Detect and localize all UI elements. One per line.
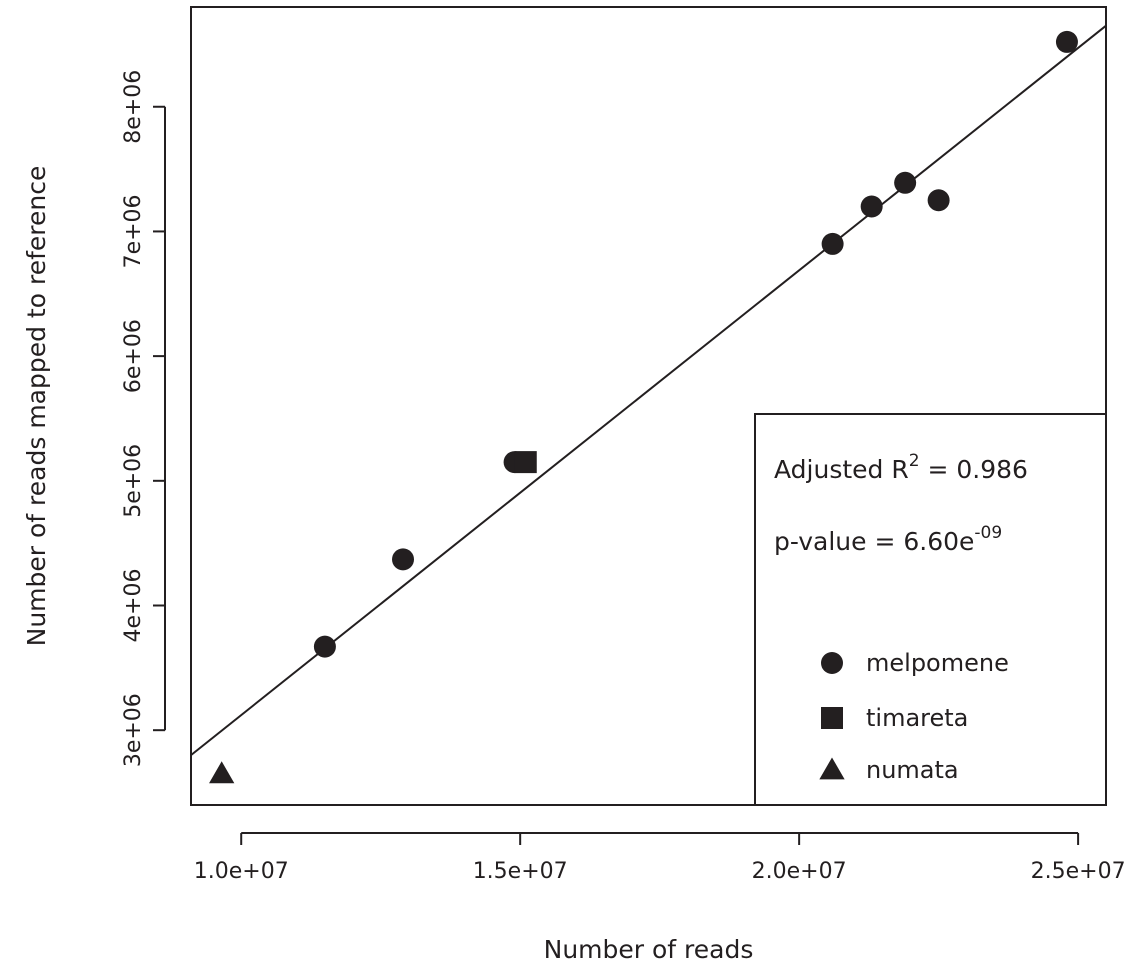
axes: 1.0e+07 1.5e+07 2.0e+07 2.5e+07 3e+06 4e+06 5… [22, 6, 1126, 964]
melpomene-point [821, 232, 844, 255]
r2-exponent: 2 [909, 451, 920, 471]
p-value-text: p-value = 6.60e-09 [774, 523, 1002, 556]
y-axis-title: Number of reads mapped to reference [22, 166, 51, 647]
legend-timareta-marker [821, 707, 843, 729]
melpomene-point [860, 195, 883, 218]
melpomene-point [927, 189, 950, 212]
legend-frame [754, 413, 1107, 806]
y-tick-label: 3e+06 [121, 693, 146, 767]
melpomene-point [894, 171, 917, 194]
legend-timareta-label: timareta [866, 704, 968, 732]
y-tick-label: 7e+06 [121, 194, 146, 268]
x-tick-label: 1.5e+07 [473, 859, 568, 884]
timareta-point [514, 451, 537, 474]
plot-frame [190, 6, 1107, 806]
numata-point [209, 761, 235, 784]
plot-area [191, 24, 1106, 784]
pvalue-label: p-value = 6.60e [774, 527, 974, 556]
y-tick-label: 8e+06 [121, 70, 146, 144]
r2-label: Adjusted R [774, 455, 909, 484]
x-tick-label: 2.5e+07 [1031, 859, 1126, 884]
y-tick-label: 5e+06 [121, 444, 146, 518]
regression-line [191, 24, 1106, 756]
legend-melpomene-label: melpomene [866, 649, 1009, 677]
melpomene-point [1055, 30, 1078, 53]
legend-entries: melpomene timareta numata [819, 649, 1009, 784]
legend-melpomene-marker [821, 652, 843, 674]
legend-numata-label: numata [866, 756, 959, 784]
legend-numata-marker [819, 757, 845, 780]
x-axis: 1.0e+07 1.5e+07 2.0e+07 2.5e+07 [194, 832, 1126, 884]
melpomene-point [392, 548, 415, 571]
y-tick-label: 6e+06 [121, 319, 146, 393]
y-tick-label: 4e+06 [121, 569, 146, 643]
data-points [209, 30, 1078, 784]
x-tick-label: 1.0e+07 [194, 859, 289, 884]
x-axis-title: Number of reads [544, 935, 754, 964]
r2-value: = 0.986 [920, 455, 1028, 484]
adjusted-r2-text: Adjusted R2 = 0.986 [774, 451, 1028, 484]
pvalue-exponent: -09 [974, 523, 1002, 543]
x-tick-label: 2.0e+07 [752, 859, 847, 884]
melpomene-point [313, 635, 336, 658]
y-axis: 3e+06 4e+06 5e+06 6e+06 7e+06 8e+06 [121, 70, 166, 767]
legend-box: Adjusted R2 = 0.986 p-value = 6.60e-09 m… [754, 413, 1107, 806]
